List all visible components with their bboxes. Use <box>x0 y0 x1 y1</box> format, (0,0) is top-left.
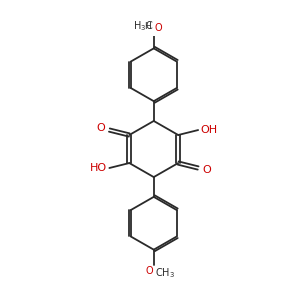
Text: O: O <box>154 23 162 33</box>
Text: HO: HO <box>90 163 107 173</box>
Text: O: O <box>97 123 105 134</box>
Text: O: O <box>145 266 153 276</box>
Text: OH: OH <box>201 125 218 135</box>
Text: H$_3$C: H$_3$C <box>133 19 153 33</box>
Text: O: O <box>202 165 211 175</box>
Text: H: H <box>145 22 151 31</box>
Text: CH$_3$: CH$_3$ <box>154 266 175 280</box>
